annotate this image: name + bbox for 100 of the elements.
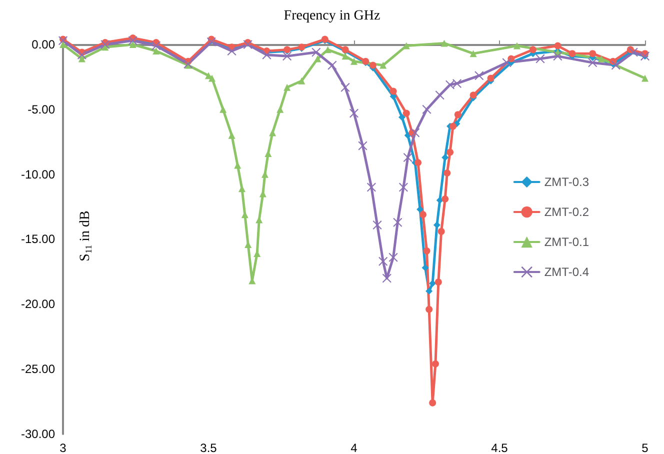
point [422,264,429,272]
point [77,50,86,60]
point [446,80,455,90]
point [470,92,477,99]
y-tick-label: -20.00 [20,297,56,312]
x-tick-label: 3.5 [200,441,218,454]
point [228,132,236,139]
point [529,46,536,54]
point [358,141,368,150]
point [452,78,462,88]
y-tick-label: -30.00 [20,427,56,441]
point [369,62,376,69]
point [470,50,477,58]
point [350,58,358,65]
point [227,46,236,56]
point [442,196,449,202]
point [404,132,412,139]
point [152,41,161,50]
point [284,84,291,91]
point [434,278,442,286]
point [628,48,638,57]
point [129,40,136,48]
point [536,54,545,64]
point [419,211,426,218]
point [435,90,444,100]
y-tick-label: -10.00 [20,167,56,182]
point [553,52,562,61]
point [208,74,216,82]
point [238,185,246,192]
point [298,77,306,84]
point [410,128,420,138]
point [449,122,456,130]
point [78,55,86,62]
point [128,36,138,46]
point [398,114,406,121]
point [58,36,68,46]
point [414,159,422,166]
point [423,247,430,254]
point [598,55,605,62]
x-tick-label: 5 [642,441,649,454]
point [554,42,562,50]
point [372,220,382,230]
point [388,252,398,262]
point [426,288,433,295]
point [312,48,321,57]
point [220,106,227,113]
point [340,82,350,92]
point [393,218,402,227]
legend-label: ZMT-0.2 [544,205,590,219]
point [422,104,432,114]
point [513,42,520,50]
point [444,170,451,177]
point [276,106,284,113]
point [350,108,358,118]
point [390,88,397,95]
x-tick-label: 4 [350,441,358,454]
point [380,62,387,69]
point [432,360,439,368]
point [234,162,242,169]
point [611,60,620,70]
x-axis-title: Freqency in GHz [284,8,380,24]
point [568,50,576,58]
point [588,58,598,68]
y-tick-label: -25.00 [20,362,56,376]
point [269,129,276,136]
legend-label: ZMT-0.1 [544,235,590,249]
point [442,154,449,161]
y-axis-title: S11 in dB [78,210,94,262]
legend-label: ZMT-0.4 [544,265,590,279]
point [416,206,424,213]
point [342,52,349,60]
point [429,399,436,406]
point [366,182,376,192]
point [314,55,322,62]
point [474,71,484,80]
point [438,228,445,235]
point [589,50,596,58]
point [282,52,292,61]
point [502,58,512,68]
x-tick-label: 3 [60,441,67,454]
point [378,256,388,266]
point [402,110,410,117]
point [262,50,272,60]
point [152,47,160,54]
point [487,74,494,82]
y-tick-label: 0.00 [32,37,56,52]
point [426,306,433,313]
x-tick-label: 4.5 [491,441,508,454]
point [328,60,337,70]
point [382,274,392,283]
y-tick-label: -5.00 [28,102,56,116]
point [398,182,408,192]
point [60,40,66,48]
point [454,111,462,118]
point [403,152,412,162]
y-tick-label: -15.00 [20,232,56,246]
point [642,74,648,82]
point [440,40,448,47]
legend-label: ZMT-0.3 [544,175,590,189]
point [446,148,454,156]
